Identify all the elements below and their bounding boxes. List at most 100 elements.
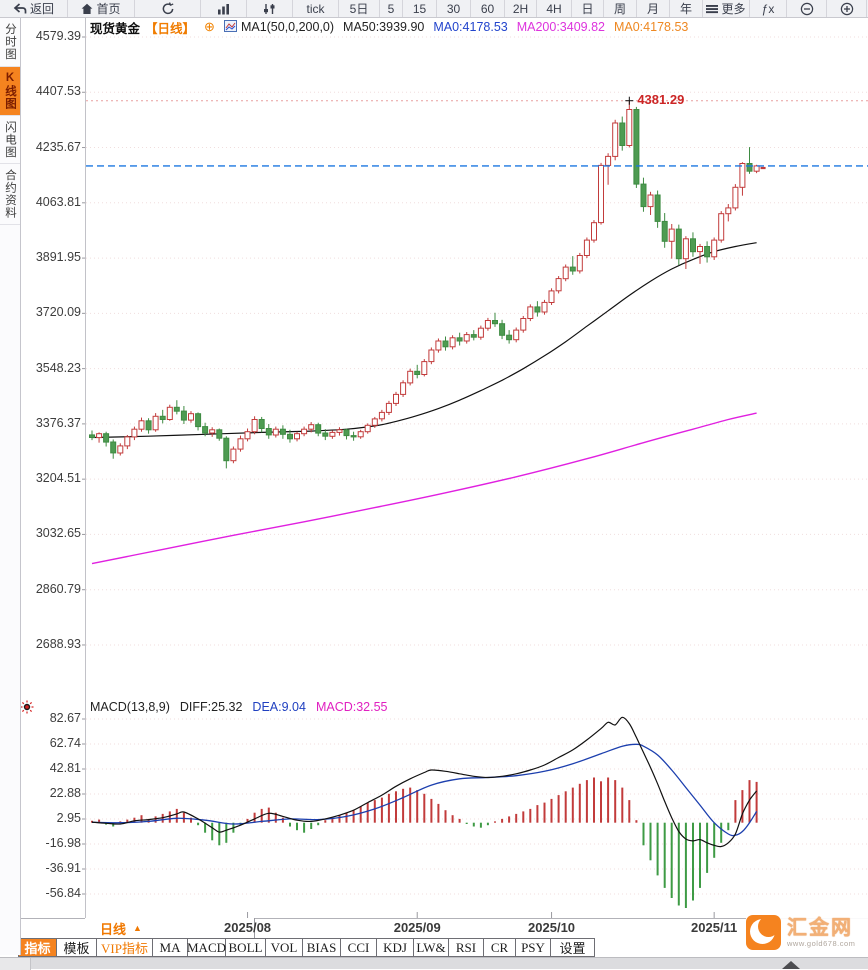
main-y-axis-label: 4407.53 [35, 84, 81, 99]
zoom-out-icon [800, 2, 814, 16]
ma200-value: MA200:3409.82 [516, 20, 605, 34]
main-y-axis-label: 3032.65 [35, 526, 81, 541]
sidebar-item-contract-info[interactable]: 合约资料 [0, 164, 20, 225]
toolbar-button-indicator-params[interactable] [247, 0, 293, 17]
toolbar-button-label: 30 [446, 1, 461, 16]
period-badge: 【日线】 [145, 21, 196, 36]
toolbar-button-label: 周 [613, 2, 626, 16]
toolbar-button-refresh[interactable] [135, 0, 201, 17]
indicator-button-lw[interactable]: LW& [414, 938, 449, 957]
macd-y-axis-label: 82.67 [49, 711, 81, 725]
candlestick-series [89, 100, 760, 469]
toolbar-button-more[interactable]: 更多 [703, 0, 750, 17]
ma50-line [91, 242, 757, 439]
main-y-axis-label: 3720.09 [35, 305, 81, 320]
main-y-axis-label: 2688.93 [35, 636, 81, 651]
ma200-line [91, 412, 757, 565]
macd-header: MACD(13,8,9) DIFF:25.32 DEA:9.04 MACD:32… [90, 699, 388, 714]
toolbar-button-chart-style[interactable] [201, 0, 247, 17]
toolbar-button-5d[interactable]: 5日 [339, 0, 380, 17]
symbol-name: 现货黄金 [90, 21, 141, 36]
indicator-button-ma[interactable]: MA [153, 938, 188, 957]
toolbar-button-zoom-out[interactable] [787, 0, 827, 17]
toolbar-button-label: 月 [646, 2, 659, 16]
macd-y-axis-label: -56.84 [45, 886, 81, 900]
x-axis-month-label: 2025/11 [691, 920, 738, 935]
toolbar-button-tick[interactable]: tick [293, 0, 339, 17]
mini-chart-icon[interactable] [223, 19, 237, 35]
toolbar-button-fx[interactable]: ƒx [750, 0, 787, 17]
toolbar-button-week[interactable]: 周 [604, 0, 637, 17]
zoom-in-icon [840, 2, 854, 16]
indicator-button-cr[interactable]: CR [484, 938, 516, 957]
toolbar-button-label: 首页 [96, 2, 121, 16]
diff-value: DIFF:25.32 [179, 699, 243, 714]
toolbar-button-back[interactable]: 返回 [0, 0, 68, 17]
brand-logo-icon [746, 915, 781, 950]
toolbar-button-label: 4H [546, 1, 562, 16]
indicator-button-macd[interactable]: MACD [187, 938, 226, 957]
period-selector[interactable]: 日线 ▲ [85, 918, 255, 938]
toolbar-button-h2[interactable]: 2H [505, 0, 537, 17]
toolbar-button-m30[interactable]: 30 [437, 0, 471, 17]
scroll-up-arrow-icon[interactable] [782, 961, 800, 969]
macd-settings-icon[interactable] [20, 700, 34, 719]
left-sidebar: 分时图 K线图 闪电图 合约资料 [0, 18, 21, 955]
brand-name: 汇金网 [787, 916, 853, 939]
circle-plus-icon[interactable]: ⊕ [204, 19, 215, 34]
macd-y-axis-label: 42.81 [49, 761, 81, 775]
indicator-button-bias[interactable]: BIAS [303, 938, 341, 957]
main-y-axis-label: 3204.51 [35, 471, 81, 486]
back-arrow-icon [13, 2, 27, 15]
toolbar-button-label: 返回 [29, 2, 54, 16]
ma50-value: MA50:3939.90 [343, 20, 425, 34]
toolbar-button-m15[interactable]: 15 [403, 0, 437, 17]
x-axis-month-label: 2025/10 [528, 920, 576, 935]
bottom-scrollbar[interactable] [0, 957, 868, 970]
toolbar-button-h4[interactable]: 4H [537, 0, 572, 17]
toolbar-button-label: 2H [512, 1, 529, 16]
brand-url: www.gold678.com [787, 938, 856, 948]
indicator-button-indicator[interactable]: 指标 [18, 938, 57, 957]
toolbar-button-m5[interactable]: 5 [380, 0, 403, 17]
dea-line [91, 743, 758, 837]
toolbar-button-label: 年 [679, 2, 692, 16]
sidebar-item-time-chart[interactable]: 分时图 [0, 18, 20, 67]
indicator-button-psy[interactable]: PSY [516, 938, 551, 957]
indicator-button-cci[interactable]: CCI [341, 938, 377, 957]
toolbar-button-label: 5日 [349, 2, 369, 16]
toolbar-button-home[interactable]: 首页 [68, 0, 135, 17]
chart-header: 现货黄金 【日线】 ⊕ MA1(50,0,200,0) MA50:3939.90… [90, 19, 688, 36]
toolbar-button-month[interactable]: 月 [637, 0, 670, 17]
toolbar-button-day[interactable]: 日 [572, 0, 604, 17]
home-icon [81, 3, 93, 15]
indicator-button-vol[interactable]: VOL [266, 938, 303, 957]
indicator-toolbar: 指标 模板 VIP指标 MA MACD BOLL VOL BIAS CCI KDJ LW& RSI CR… [18, 938, 595, 957]
sidebar-item-kline-chart[interactable]: K线图 [0, 66, 20, 116]
indicator-button-settings[interactable]: 设置 [551, 938, 595, 957]
toolbar-button-year[interactable]: 年 [670, 0, 703, 17]
toolbar-button-label: tick [306, 1, 325, 16]
macd-y-axis-label: 22.88 [49, 786, 81, 800]
indicator-button-template[interactable]: 模板 [57, 938, 97, 957]
menu-icon [706, 4, 719, 14]
main-y-axis-label: 4063.81 [35, 194, 81, 209]
toolbar-button-label: 5 [387, 1, 395, 16]
indicator-button-rsi[interactable]: RSI [449, 938, 484, 957]
main-y-axis-label: 2860.79 [35, 581, 81, 596]
sidebar-item-lightning-chart[interactable]: 闪电图 [0, 116, 20, 164]
macd-formula: MACD(13,8,9) [90, 699, 170, 714]
main-y-axis-label: 3891.95 [35, 250, 81, 265]
scrollbar-corner [0, 958, 31, 970]
main-y-axis-label: 4235.67 [35, 139, 81, 154]
toolbar-button-m60[interactable]: 60 [471, 0, 505, 17]
indicator-button-kdj[interactable]: KDJ [377, 938, 414, 957]
toolbar-button-zoom-in[interactable] [827, 0, 867, 17]
main-y-axis-label: 3376.37 [35, 415, 81, 430]
toolbar-button-label: 更多 [721, 2, 746, 16]
indicator-button-vip[interactable]: VIP指标 [97, 938, 153, 957]
indicator-button-boll[interactable]: BOLL [226, 938, 266, 957]
period-arrow-icon: ▲ [133, 923, 142, 933]
main-y-axis-label: 3548.23 [35, 360, 81, 375]
